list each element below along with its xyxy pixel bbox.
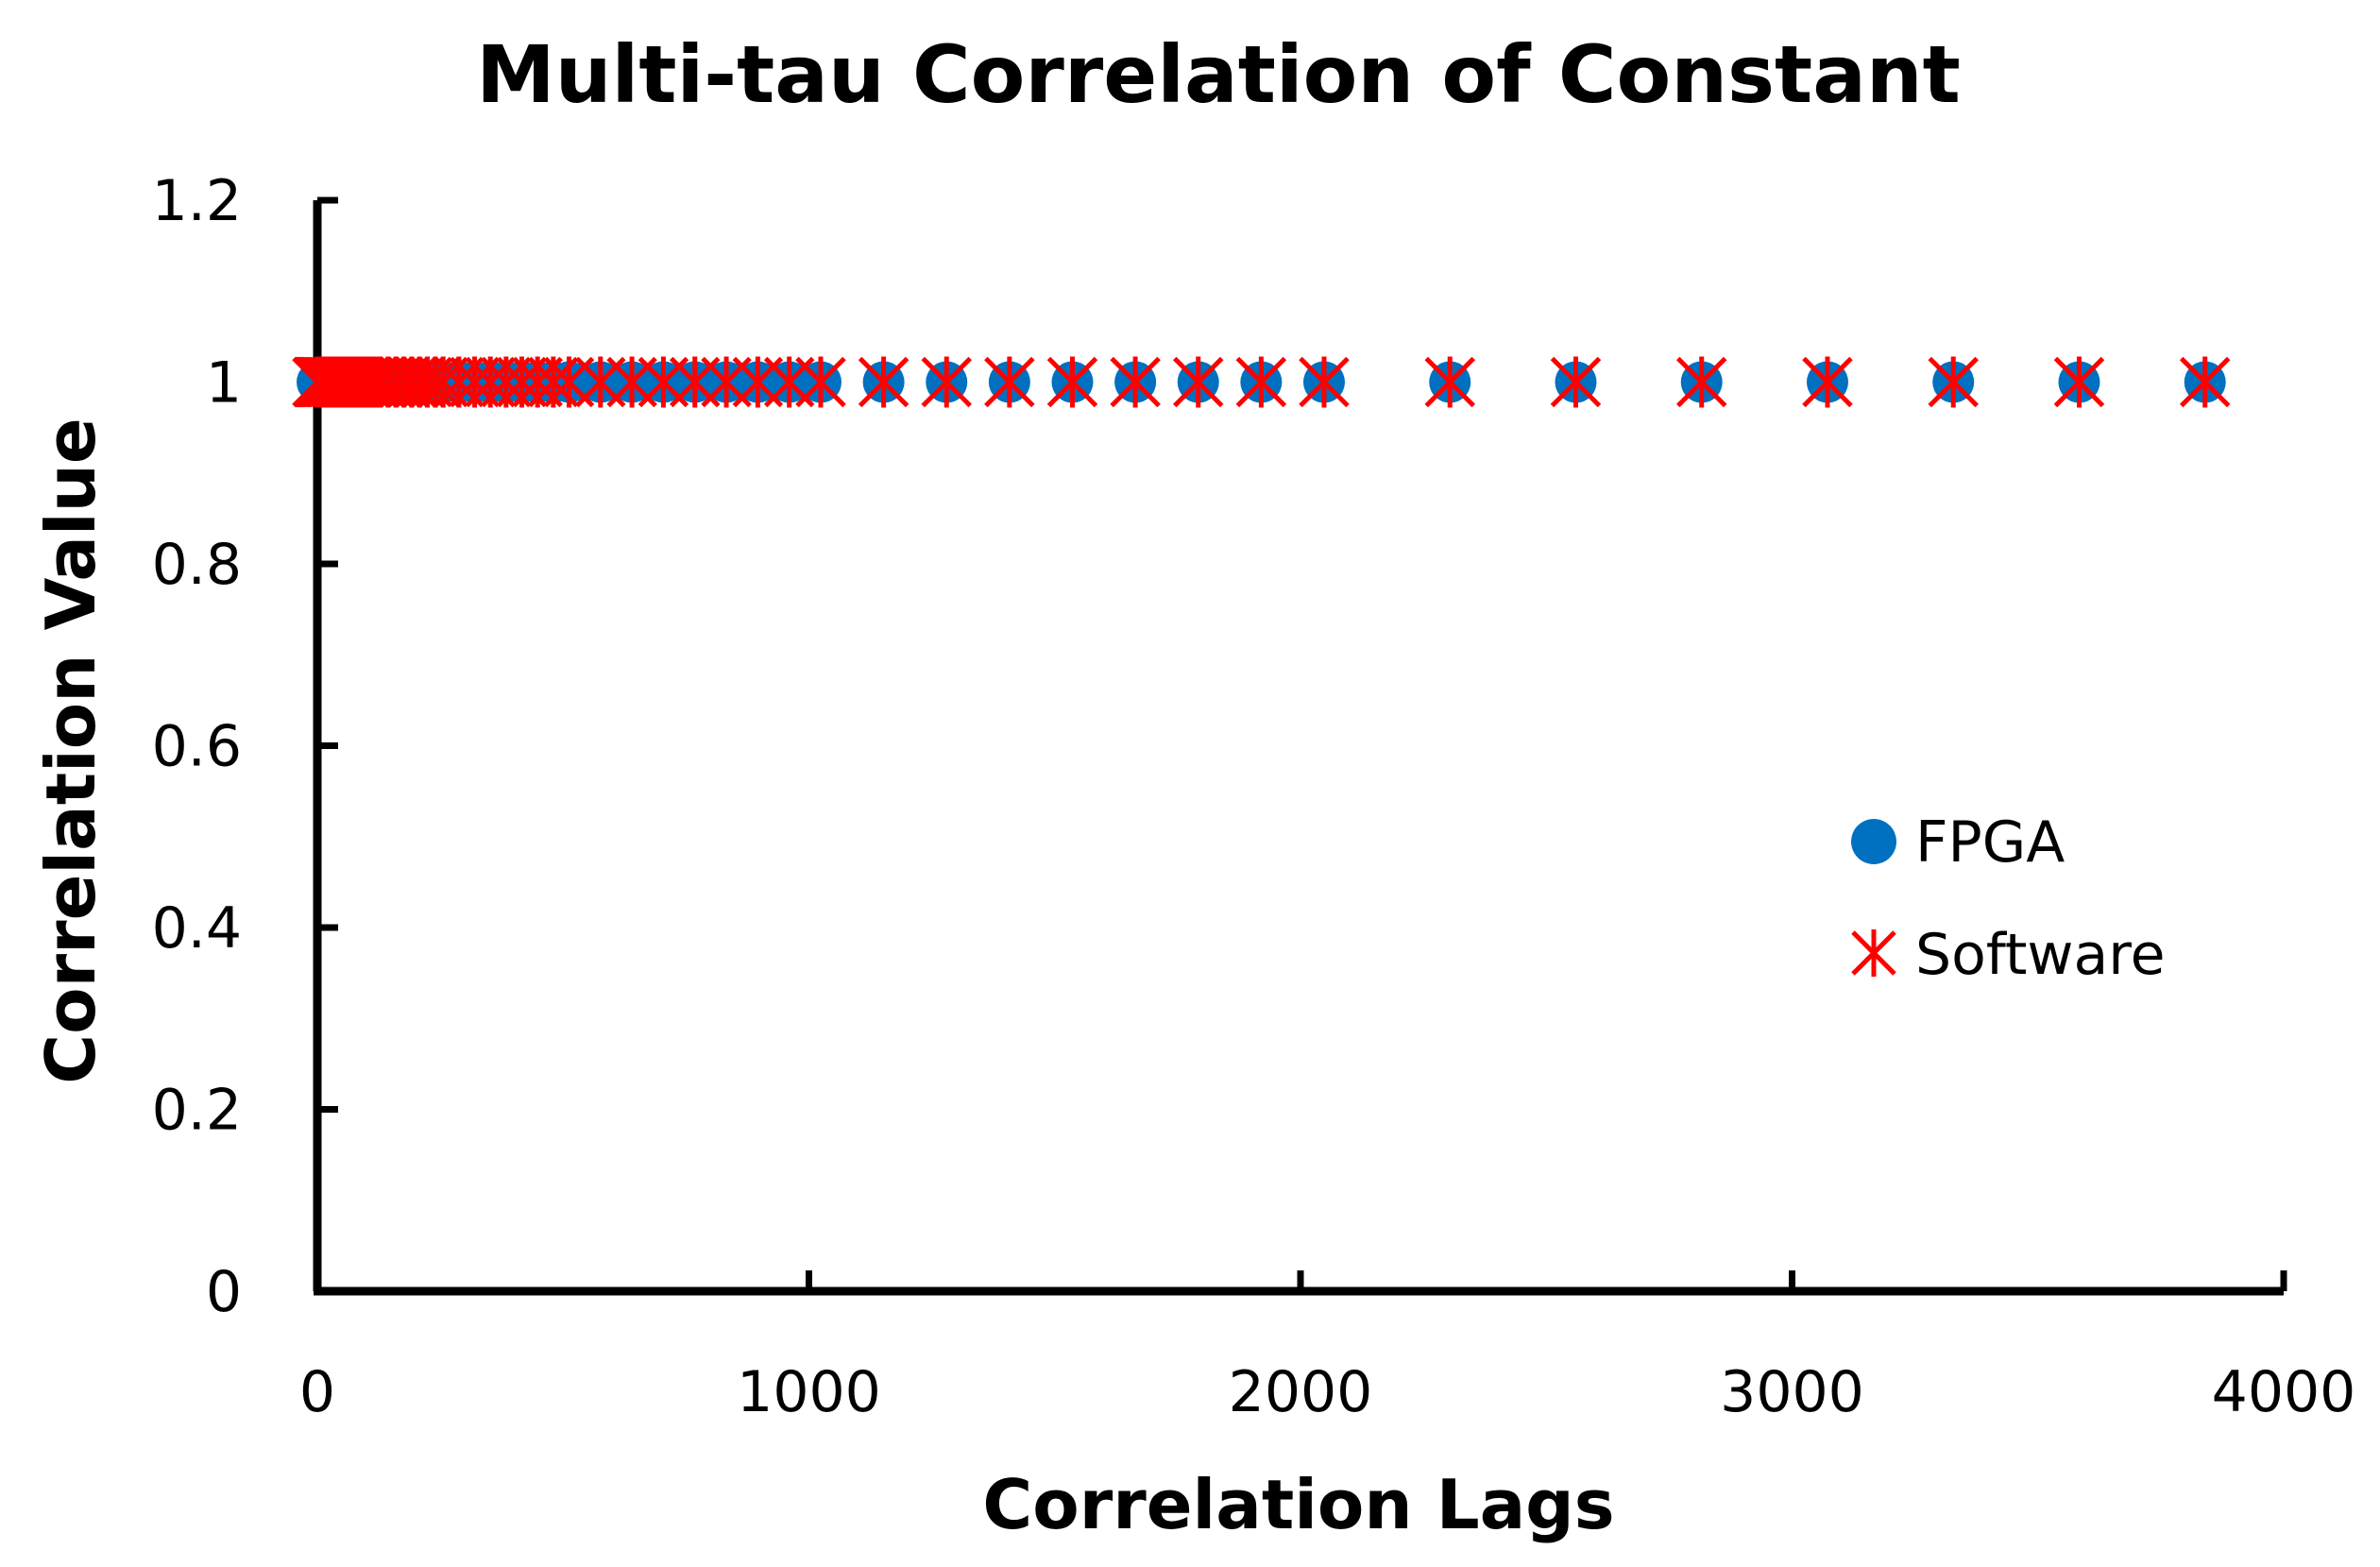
y-tick-label: 0.2: [152, 1078, 242, 1144]
legend-fpga-label: FPGA: [1915, 809, 2065, 876]
software-point: [1424, 356, 1475, 408]
software-point: [1299, 356, 1350, 408]
series-software: [292, 356, 2231, 408]
y-tick-label: 0.6: [152, 714, 242, 780]
legend-item-software: Software: [1851, 922, 2166, 988]
software-point: [1550, 356, 1602, 408]
legend-item-fpga: FPGA: [1851, 809, 2065, 876]
x-axis-ticks: 0 1000 2000 3000 4000: [299, 1270, 2355, 1425]
legend: FPGA Software: [1851, 809, 2166, 988]
software-point: [1046, 356, 1098, 408]
x-tick-label: 2000: [1229, 1359, 1373, 1425]
y-tick-label: 0.4: [152, 895, 242, 962]
software-point: [1802, 356, 1853, 408]
software-point: [795, 356, 846, 408]
x-axis-title: Correlation Lags: [982, 1465, 1614, 1544]
x-tick-label: 1000: [737, 1359, 881, 1425]
legend-software-label: Software: [1915, 922, 2166, 988]
software-point: [2053, 356, 2105, 408]
software-point: [984, 356, 1035, 408]
software-point: [2179, 356, 2231, 408]
software-point: [1110, 356, 1161, 408]
y-tick-label: 1: [206, 350, 242, 417]
x-tick-label: 4000: [2212, 1359, 2356, 1425]
software-point: [1235, 356, 1287, 408]
software-point: [410, 356, 461, 408]
chart-title: Multi-tau Correlation of Constant: [476, 28, 1961, 121]
x-tick-label: 0: [299, 1359, 335, 1425]
y-tick-label: 0.8: [152, 532, 242, 598]
software-point: [1675, 356, 1727, 408]
y-axis-title: Correlation Value: [31, 417, 110, 1083]
legend-fpga-marker: [1851, 819, 1896, 864]
software-point: [921, 356, 973, 408]
y-tick-label: 0: [206, 1259, 242, 1325]
software-point: [1928, 356, 1979, 408]
x-tick-label: 3000: [1720, 1359, 1864, 1425]
legend-software-marker: [1851, 929, 1896, 977]
software-point: [858, 356, 910, 408]
y-axis-ticks: 0 0.2 0.4 0.6 0.8 1 1.2: [152, 168, 338, 1325]
software-point: [1172, 356, 1224, 408]
y-tick-label: 1.2: [152, 168, 242, 234]
